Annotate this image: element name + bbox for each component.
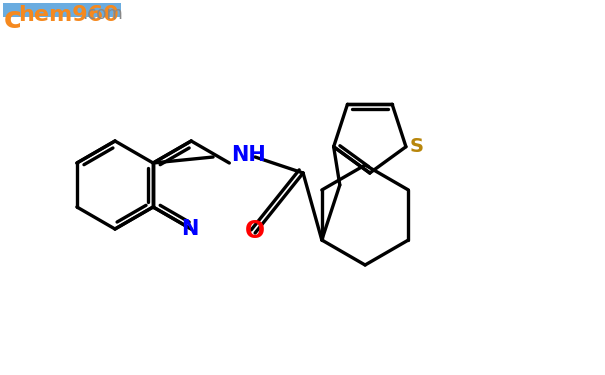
Text: c: c (4, 5, 22, 34)
Text: hem960: hem960 (18, 5, 119, 25)
Text: O: O (245, 219, 265, 243)
Text: NH: NH (231, 145, 266, 165)
FancyBboxPatch shape (3, 3, 121, 17)
Text: S: S (410, 137, 424, 156)
Text: .com: .com (82, 5, 123, 23)
Text: N: N (182, 219, 199, 239)
Text: 960 化工网: 960 化工网 (22, 20, 64, 30)
